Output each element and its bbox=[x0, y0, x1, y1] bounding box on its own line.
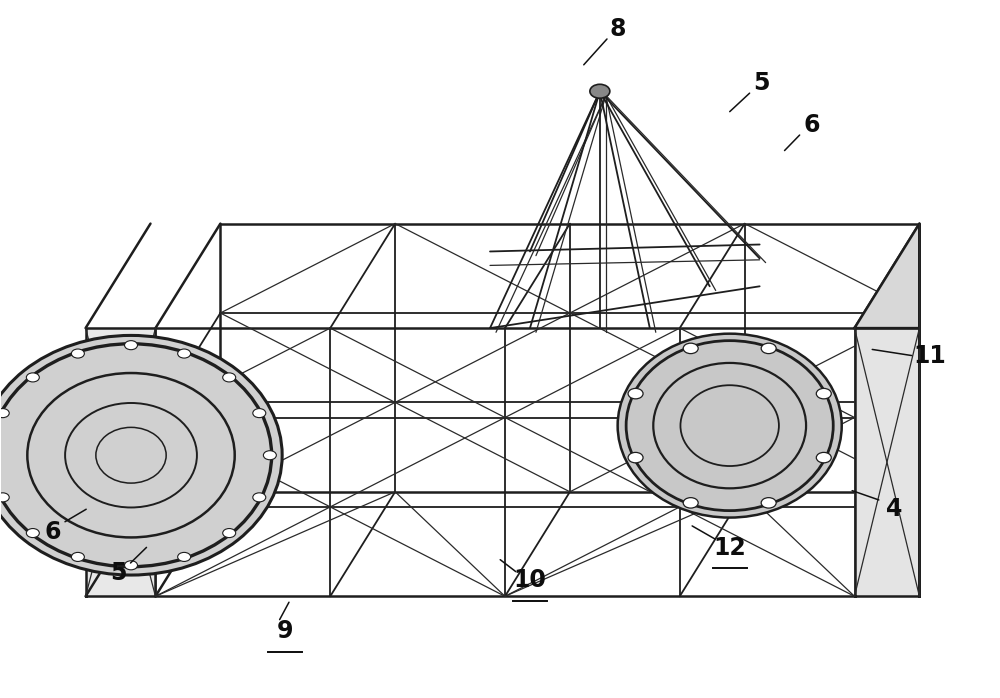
Ellipse shape bbox=[0, 336, 282, 575]
Circle shape bbox=[590, 84, 610, 98]
Text: 6: 6 bbox=[803, 112, 820, 137]
Circle shape bbox=[223, 528, 236, 537]
Circle shape bbox=[761, 343, 776, 354]
Circle shape bbox=[26, 373, 39, 382]
Circle shape bbox=[223, 373, 236, 382]
Circle shape bbox=[816, 388, 831, 399]
Circle shape bbox=[683, 498, 698, 508]
Polygon shape bbox=[855, 223, 919, 328]
Circle shape bbox=[253, 493, 266, 502]
Text: 12: 12 bbox=[713, 535, 746, 560]
Text: 4: 4 bbox=[886, 497, 903, 521]
Circle shape bbox=[178, 349, 191, 358]
Circle shape bbox=[761, 498, 776, 508]
Circle shape bbox=[71, 349, 84, 358]
Circle shape bbox=[71, 552, 84, 561]
Circle shape bbox=[0, 493, 9, 502]
Circle shape bbox=[26, 528, 39, 537]
Text: 5: 5 bbox=[110, 561, 127, 586]
Circle shape bbox=[125, 560, 138, 570]
Text: 11: 11 bbox=[913, 344, 946, 368]
Circle shape bbox=[253, 408, 266, 417]
Text: 9: 9 bbox=[277, 619, 294, 643]
Circle shape bbox=[178, 552, 191, 561]
Polygon shape bbox=[86, 328, 155, 596]
Circle shape bbox=[683, 343, 698, 354]
Circle shape bbox=[628, 388, 643, 399]
Text: 5: 5 bbox=[753, 71, 770, 95]
Circle shape bbox=[0, 408, 9, 417]
Circle shape bbox=[125, 341, 138, 350]
Circle shape bbox=[628, 452, 643, 463]
Text: 10: 10 bbox=[514, 568, 546, 593]
Ellipse shape bbox=[618, 334, 842, 518]
Polygon shape bbox=[855, 328, 919, 596]
Text: 8: 8 bbox=[610, 17, 626, 40]
Text: 6: 6 bbox=[44, 519, 61, 544]
Circle shape bbox=[263, 451, 276, 460]
Circle shape bbox=[816, 452, 831, 463]
